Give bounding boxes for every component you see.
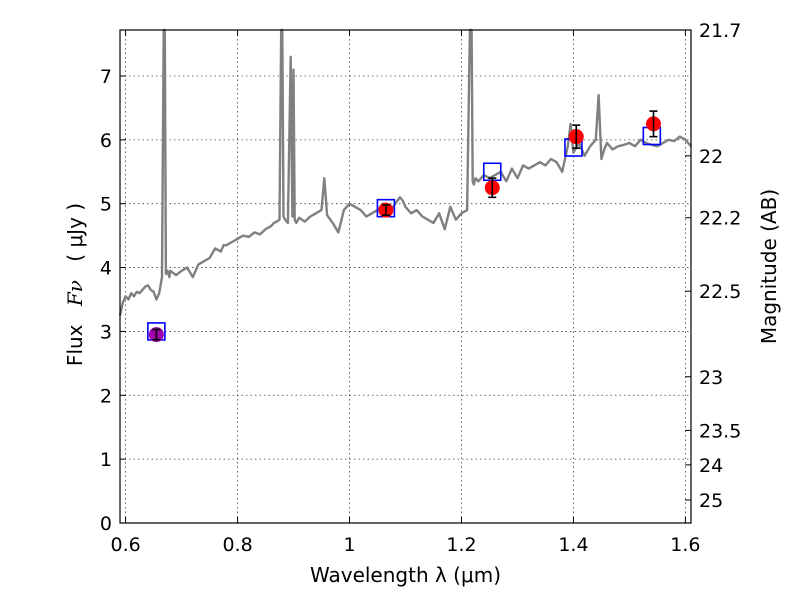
x-tick-label: 1.6 bbox=[670, 534, 700, 556]
x-axis-label: Wavelength λ (μm) bbox=[310, 563, 501, 587]
spectrum-line bbox=[118, 28, 692, 316]
y-axis-label-prefix: Flux bbox=[63, 324, 87, 366]
right-tick-label: 24 bbox=[699, 455, 723, 477]
y-tick-label: 0 bbox=[100, 513, 112, 535]
y-tick-label: 2 bbox=[100, 385, 112, 407]
y-tick-label: 7 bbox=[100, 66, 112, 88]
y-axis-label-symbol: Fν bbox=[63, 280, 87, 307]
right-tick-label: 23 bbox=[699, 367, 723, 389]
y-tick-label: 3 bbox=[100, 321, 112, 343]
right-tick-label: 23.5 bbox=[699, 420, 741, 442]
y-tick-label: 1 bbox=[100, 449, 112, 471]
right-tick-label: 25 bbox=[699, 490, 723, 512]
x-tick-label: 1.4 bbox=[558, 534, 588, 556]
series-layer bbox=[118, 28, 692, 343]
y-tick-label: 6 bbox=[100, 130, 112, 152]
y-axis-label-right: Magnitude (AB) bbox=[757, 189, 781, 344]
ticks-layer: 0.6 0.8 1 1.2 1.4 1.60123456721.72222.222.523… bbox=[100, 20, 741, 556]
grid bbox=[120, 30, 691, 524]
x-tick-label: 1 bbox=[343, 534, 355, 556]
y-axis-label-left: Flux Fν ( μJy ) bbox=[63, 203, 87, 366]
right-tick-label: 22.2 bbox=[699, 208, 741, 230]
x-tick-label: 0.8 bbox=[222, 534, 252, 556]
y-tick-label: 5 bbox=[100, 194, 112, 216]
plot-frame bbox=[119, 29, 692, 524]
right-tick-label: 22.5 bbox=[699, 281, 741, 303]
y-axis-label-unit: ( μJy ) bbox=[63, 203, 87, 262]
x-tick-label: 1.2 bbox=[446, 534, 476, 556]
right-tick-label: 22 bbox=[699, 146, 723, 168]
right-tick-label: 21.7 bbox=[699, 20, 741, 42]
y-tick-label: 4 bbox=[100, 258, 112, 280]
x-tick-label: 0.6 bbox=[110, 534, 140, 556]
